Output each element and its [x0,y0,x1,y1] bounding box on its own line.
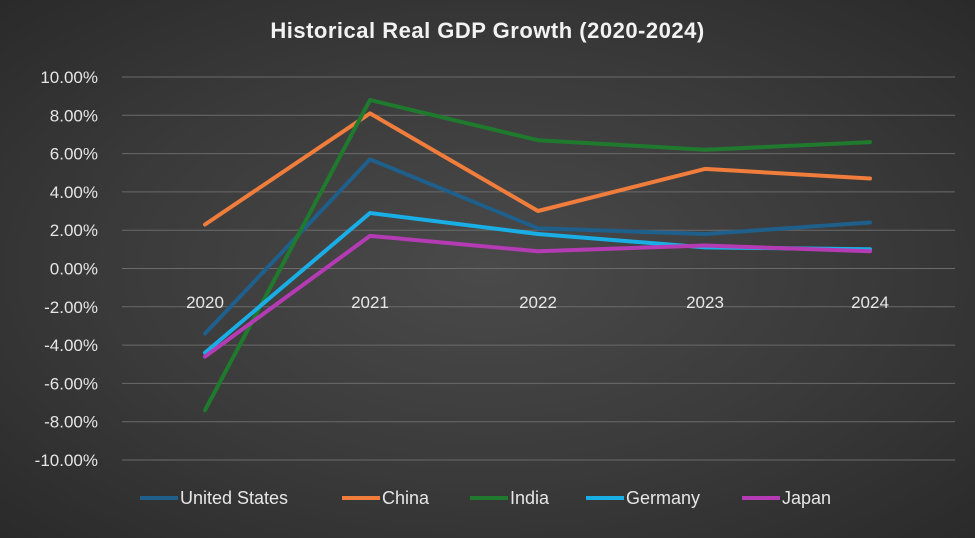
y-tick-label: 8.00% [50,106,98,125]
series-lines [203,98,872,413]
y-tick-label: -4.00% [44,336,98,355]
series-line-japan [203,233,872,359]
x-tick-label: 2021 [351,293,389,312]
legend-label: China [382,488,430,508]
y-tick-label: 0.00% [50,260,98,279]
x-tick-label: 2022 [519,293,557,312]
y-tick-label: -6.00% [44,374,98,393]
y-tick-label: 6.00% [50,145,98,164]
series-line-india [203,98,872,413]
y-axis-tick-labels: 10.00% 8.00% 6.00% 4.00% 2.00% 0.00% -2.00% -4.… [35,68,98,470]
x-tick-label: 2020 [186,293,224,312]
x-tick-label: 2023 [686,293,724,312]
y-tick-label: -2.00% [44,298,98,317]
y-tick-label: 2.00% [50,221,98,240]
y-tick-label: -10.00% [35,451,98,470]
legend-label: Germany [626,488,700,508]
legend: United States China India Germany Japan [140,488,831,508]
y-tick-label: -8.00% [44,413,98,432]
y-tick-label: 10.00% [40,68,98,87]
legend-label: United States [180,488,288,508]
legend-label: India [510,488,550,508]
y-tick-label: 4.00% [50,183,98,202]
grid-lines [122,76,955,461]
chart-title: Historical Real GDP Growth (2020-2024) [270,18,705,43]
series-line-china [203,111,872,227]
legend-label: Japan [782,488,831,508]
series-line-united-states [203,157,872,336]
x-axis-tick-labels: 2020 2021 2022 2023 2024 [186,293,889,312]
x-tick-label: 2024 [851,293,889,312]
